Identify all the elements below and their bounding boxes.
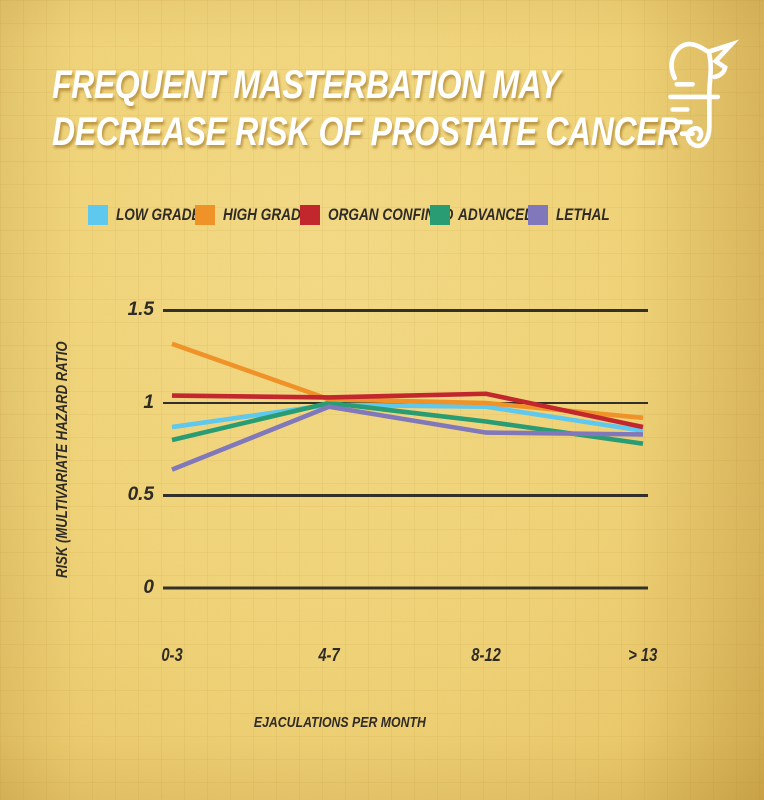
legend-label-lethal: LETHAL [556,205,610,224]
x-tick-label-4-7: 4-7 [318,645,340,665]
seahorse-icon [668,39,740,149]
y-tick-label-0: 0 [143,577,154,598]
title-line-2: DECREASE RISK OF PROSTATE CANCER [52,110,680,154]
legend-swatch-high-grade [195,205,215,225]
x-tick-label-gt13: > 13 [628,645,658,665]
page-title: FREQUENT MASTERBATION MAY DECREASE RISK … [52,62,764,156]
legend-swatch-lethal [528,205,548,225]
chart-legend: LOW GRADE HIGH GRADE ORGAN CONFINED ADVA… [0,205,764,227]
y-tick-label-1: 1 [143,392,154,413]
legend-item-lethal: LETHAL [528,205,623,225]
x-tick-label-8-12: 8-12 [471,645,501,665]
y-axis-title: RISK (MULTIVARIATE HAZARD RATIO [54,341,71,579]
y-tick-label-1-5: 1.5 [127,299,154,320]
title-line-1: FREQUENT MASTERBATION MAY [52,63,560,107]
legend-swatch-organ-confined [300,205,320,225]
legend-swatch-low-grade [88,205,108,225]
legend-swatch-advanced [430,205,450,225]
x-axis-title: EJACULATIONS PER MONTH [254,714,426,731]
x-tick-label-0-3: 0-3 [161,645,183,665]
y-tick-label-0-5: 0.5 [127,484,154,505]
